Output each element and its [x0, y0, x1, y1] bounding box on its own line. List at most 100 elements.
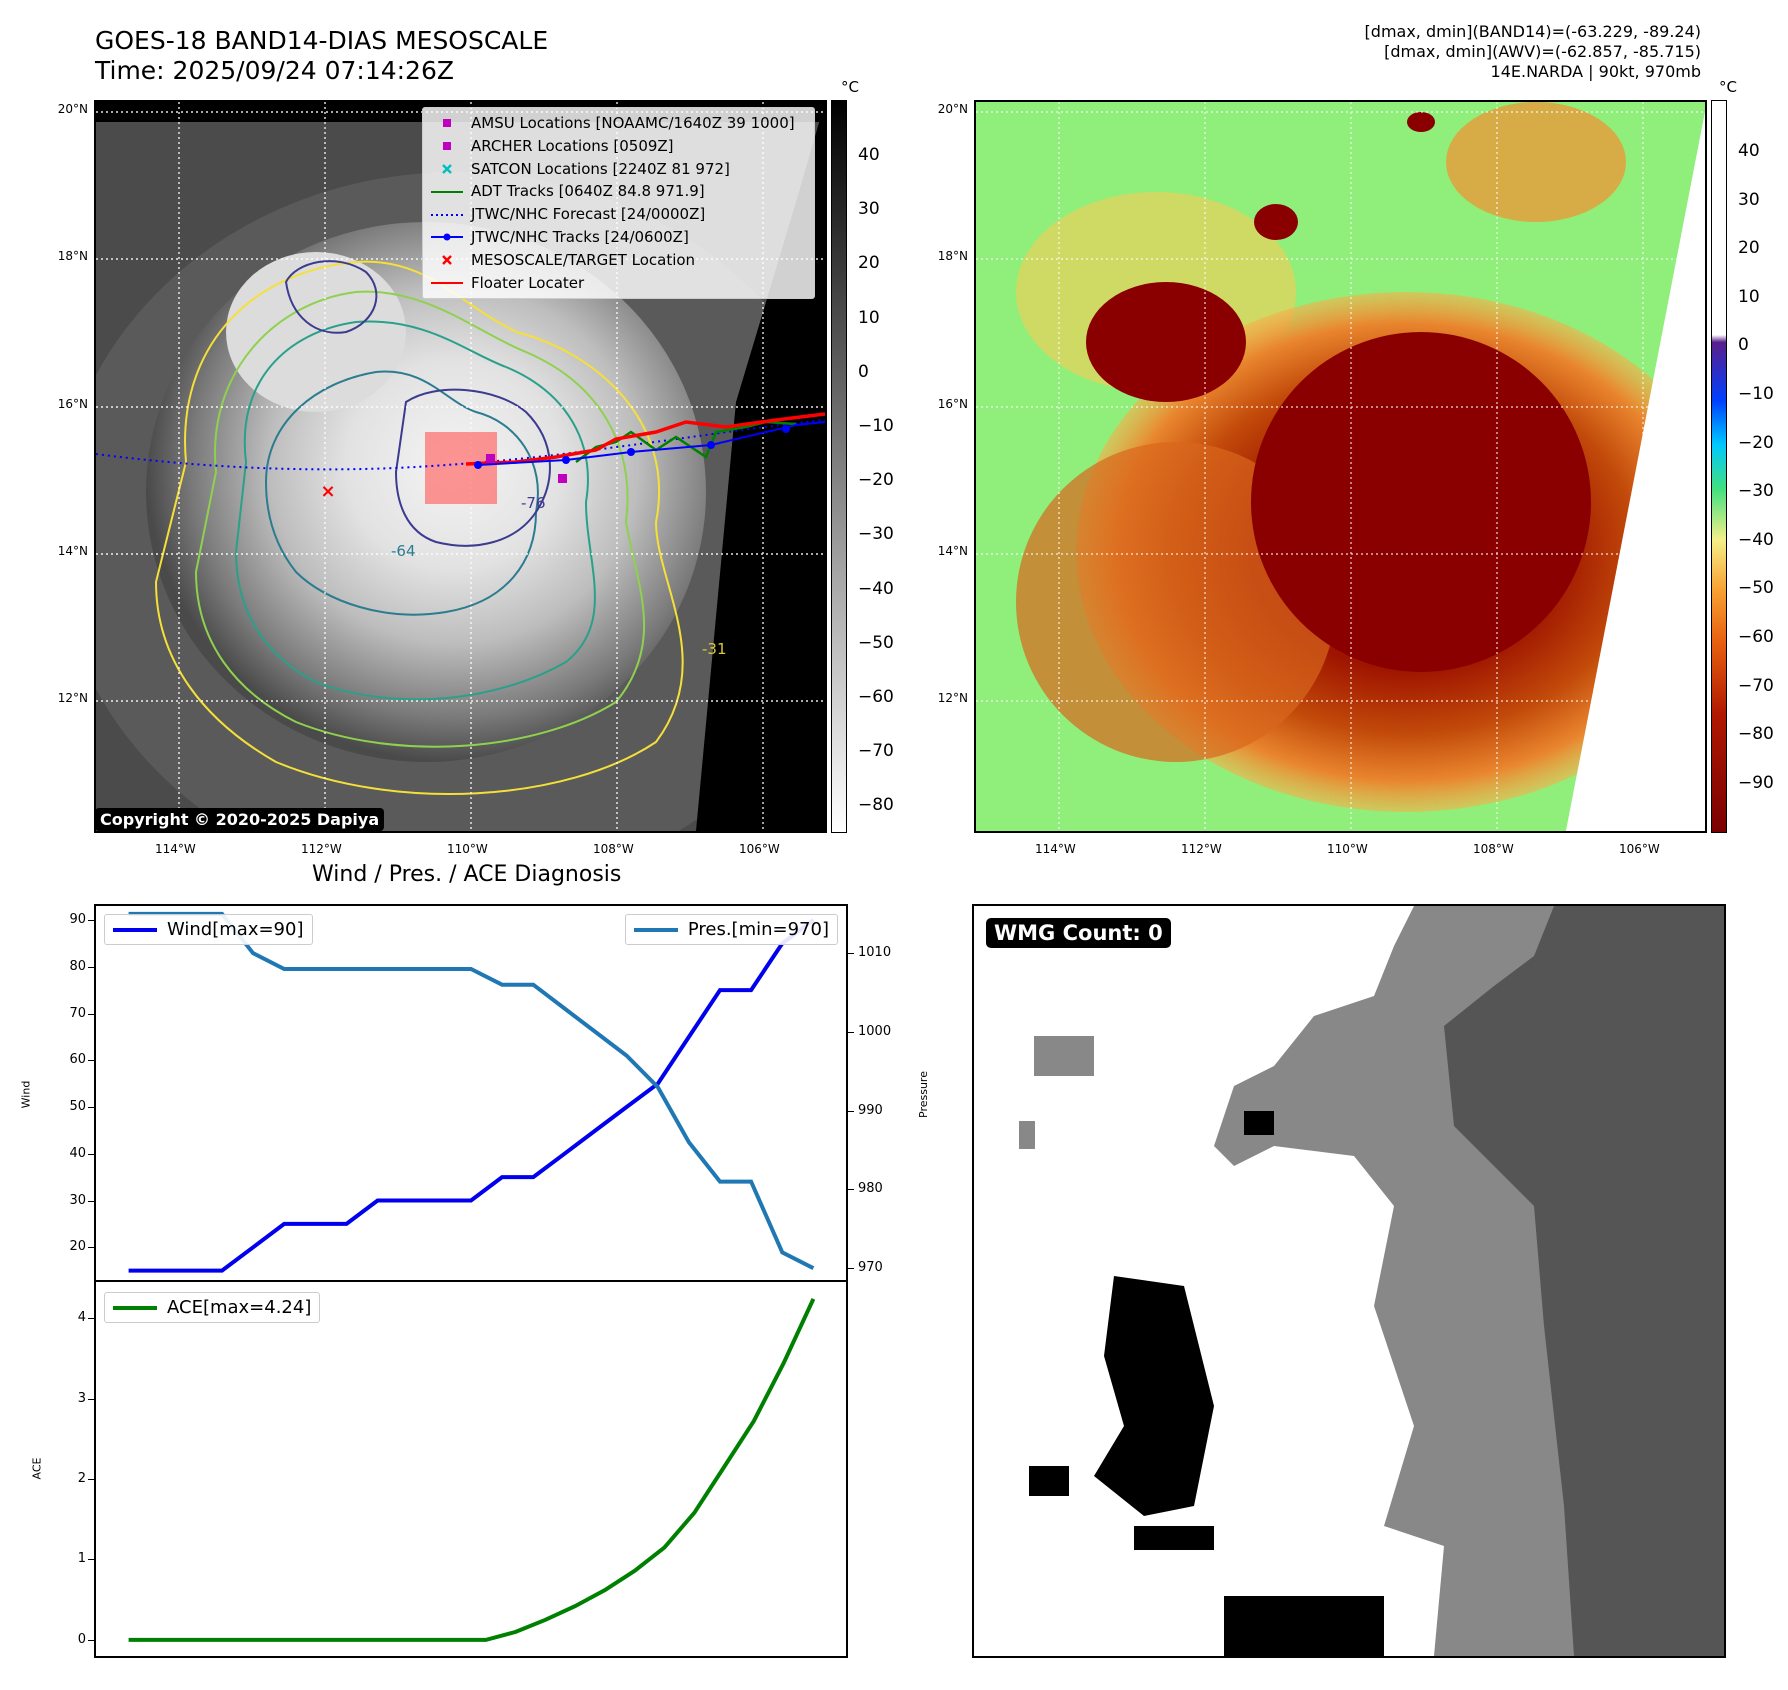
ace-chart: ACE[max=4.24] — [94, 1280, 848, 1658]
axis-tick-label: 980 — [858, 1181, 883, 1197]
lat-label: 16°N — [937, 397, 968, 411]
axis-tick-mark — [848, 1110, 854, 1112]
ace-legend-label: ACE[max=4.24] — [167, 1297, 312, 1318]
map-legend-label: ARCHER Locations [0509Z] — [471, 136, 674, 155]
axis-tick-mark — [88, 1639, 94, 1641]
axis-tick-label: 20 — [69, 1239, 86, 1255]
axis-tick-label: 50 — [69, 1099, 86, 1115]
legend-symbol-icon — [431, 208, 463, 222]
colorbar-tick-label: 30 — [1738, 189, 1760, 210]
map-legend-item: ADT Tracks [0640Z 84.8 971.9] — [431, 180, 806, 203]
contour-label-64: -64 — [391, 542, 416, 560]
axis-tick-mark — [88, 920, 94, 922]
lon-label: 108°W — [593, 842, 634, 856]
axis-tick-mark — [88, 1479, 94, 1481]
svg-text:×: × — [320, 481, 335, 502]
color-ir-map-panel — [974, 100, 1707, 833]
lat-label: 20°N — [57, 102, 88, 116]
wind-pressure-svg — [128, 911, 815, 1273]
legend-symbol-icon — [431, 253, 463, 267]
axis-tick-mark — [88, 1060, 94, 1062]
axis-tick-label: 30 — [69, 1192, 86, 1208]
colorbar-tick-label: −10 — [858, 416, 894, 436]
map-legend-label: Floater Locater — [471, 273, 585, 292]
colorbar-tick-label: −40 — [1738, 529, 1774, 550]
lat-label: 20°N — [937, 102, 968, 116]
lat-label: 14°N — [57, 544, 88, 558]
axis-tick-mark — [848, 1268, 854, 1270]
storm-info: [dmax, dmin](BAND14)=(-63.229, -89.24) [… — [1365, 22, 1701, 82]
contour-label-76: -76 — [521, 494, 546, 512]
lon-label: 110°W — [1327, 842, 1368, 856]
colorbar-tick-label: −10 — [1738, 384, 1774, 404]
wind-pressure-chart: Wind[max=90] Pres.[min=970] — [94, 904, 848, 1282]
map-legend-label: JTWC/NHC Tracks [24/0600Z] — [471, 227, 689, 246]
map-legend-label: AMSU Locations [NOAAMC/1640Z 39 1000] — [471, 114, 795, 132]
colorbar-tick-label: 10 — [1738, 286, 1760, 307]
colorbar-tick-label: 40 — [1738, 141, 1760, 161]
map-legend-item: JTWC/NHC Forecast [24/0000Z] — [431, 203, 806, 226]
lat-label: 16°N — [57, 397, 88, 411]
colorbar-tick-label: 0 — [858, 361, 869, 382]
legend-symbol-icon — [431, 276, 463, 290]
pressure-series-line — [128, 911, 815, 1270]
axis-tick-mark — [88, 1318, 94, 1320]
axis-tick-label: 2 — [77, 1471, 86, 1487]
axis-tick-mark — [88, 1247, 94, 1249]
axis-tick-mark — [848, 1189, 854, 1191]
lat-label: 18°N — [57, 249, 88, 263]
pressure-legend-label: Pres.[min=970] — [687, 919, 829, 940]
axis-tick-label: 60 — [69, 1052, 86, 1068]
pressure-axis-label: Pressure — [916, 1071, 930, 1118]
map-legend-item: MESOSCALE/TARGET Location — [431, 249, 806, 272]
axis-tick-label: 40 — [69, 1145, 86, 1161]
axis-tick-label: 90 — [69, 912, 86, 928]
map-legend-item: ARCHER Locations [0509Z] — [431, 135, 806, 158]
axis-tick-label: 4 — [77, 1310, 86, 1326]
pressure-legend: Pres.[min=970] — [624, 914, 838, 945]
colorbar-tick-label: −70 — [858, 741, 894, 762]
info-line-3: 14E.NARDA | 90kt, 970mb — [1490, 62, 1701, 81]
axis-tick-mark — [88, 1153, 94, 1155]
lat-label: 14°N — [937, 544, 968, 558]
chart-title: Wind / Pres. / ACE Diagnosis — [312, 862, 622, 887]
gray-colorbar — [831, 100, 847, 833]
axis-tick-mark — [88, 1013, 94, 1015]
colorbar-tick-label: −50 — [1738, 578, 1774, 599]
wind-axis-label: Wind — [19, 1080, 33, 1109]
target-box — [425, 432, 497, 504]
figure-title: GOES-18 BAND14-DIAS MESOSCALE Time: 2025… — [95, 26, 548, 86]
wmg-svg — [1019, 906, 1724, 1656]
lon-label: 106°W — [739, 842, 780, 856]
colorbar-tick-label: −50 — [858, 632, 894, 653]
ace-svg — [128, 1298, 816, 1642]
map-legend-label: ADT Tracks [0640Z 84.8 971.9] — [471, 182, 705, 201]
ace-axis-label: ACE — [30, 1457, 44, 1480]
legend-symbol-icon — [431, 116, 463, 130]
lon-label: 110°W — [447, 842, 488, 856]
axis-tick-label: 1010 — [858, 945, 892, 961]
colorbar-tick-label: −80 — [858, 795, 894, 816]
colorbar-tick-label: −40 — [858, 578, 894, 599]
contour-label-31: -31 — [702, 640, 727, 658]
wmg-panel: WMG Count: 0 — [972, 904, 1726, 1658]
map-legend-label: SATCON Locations [2240Z 81 972] — [471, 159, 730, 178]
map-legend-label: MESOSCALE/TARGET Location — [471, 250, 696, 269]
color-colorbar-unit: °C — [1719, 78, 1737, 96]
lat-label: 12°N — [57, 691, 88, 705]
axis-tick-label: 0 — [77, 1631, 86, 1647]
lon-label: 106°W — [1619, 842, 1660, 856]
axis-tick-mark — [88, 1107, 94, 1109]
lat-label: 12°N — [937, 691, 968, 705]
color-colorbar — [1711, 100, 1727, 833]
lat-label: 18°N — [937, 249, 968, 263]
axis-tick-label: 1000 — [858, 1023, 892, 1039]
lon-label: 112°W — [301, 842, 342, 856]
ace-legend-swatch — [113, 1305, 157, 1310]
map-legend-label: JTWC/NHC Forecast [24/0000Z] — [471, 205, 706, 224]
axis-tick-label: 3 — [77, 1390, 86, 1406]
colorbar-tick-label: −30 — [858, 524, 894, 545]
legend-symbol-icon — [431, 162, 463, 176]
ace-legend: ACE[max=4.24] — [104, 1292, 321, 1323]
color-ir-map-svg — [976, 102, 1705, 831]
